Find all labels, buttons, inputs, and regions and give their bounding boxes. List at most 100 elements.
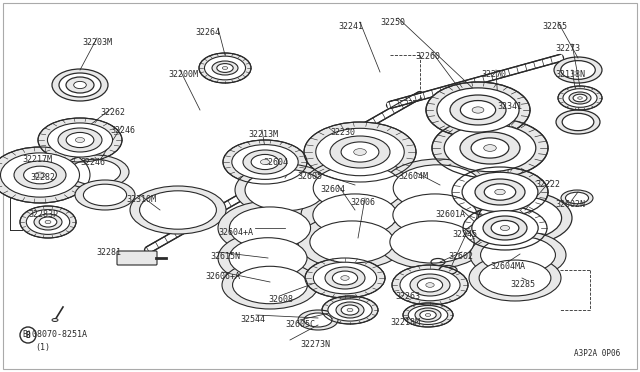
- Ellipse shape: [39, 217, 57, 227]
- Ellipse shape: [415, 308, 441, 322]
- Ellipse shape: [34, 214, 62, 230]
- Text: B: B: [26, 330, 30, 340]
- Ellipse shape: [251, 154, 279, 170]
- Ellipse shape: [437, 88, 519, 132]
- Ellipse shape: [140, 191, 216, 229]
- Text: 32273N: 32273N: [300, 340, 330, 349]
- Ellipse shape: [47, 123, 113, 157]
- Text: 32260: 32260: [415, 52, 440, 61]
- Text: 32213M: 32213M: [248, 130, 278, 139]
- Ellipse shape: [204, 56, 246, 80]
- Ellipse shape: [217, 64, 233, 73]
- Text: 32604+A: 32604+A: [218, 228, 253, 237]
- Text: 32604M: 32604M: [398, 172, 428, 181]
- Ellipse shape: [563, 89, 597, 107]
- Ellipse shape: [578, 97, 582, 99]
- Ellipse shape: [76, 138, 84, 142]
- Ellipse shape: [313, 194, 397, 236]
- Ellipse shape: [322, 296, 378, 324]
- Ellipse shape: [61, 155, 129, 189]
- Ellipse shape: [260, 160, 269, 164]
- Text: (1): (1): [35, 343, 50, 352]
- Ellipse shape: [470, 231, 566, 279]
- Ellipse shape: [495, 189, 505, 195]
- Ellipse shape: [298, 310, 338, 330]
- Ellipse shape: [222, 261, 318, 309]
- Text: 32281: 32281: [96, 248, 121, 257]
- Text: 32200M: 32200M: [168, 70, 198, 79]
- Ellipse shape: [475, 179, 525, 205]
- Ellipse shape: [218, 232, 318, 284]
- Text: 32270: 32270: [481, 70, 506, 79]
- Ellipse shape: [302, 159, 414, 217]
- Ellipse shape: [479, 260, 551, 296]
- Text: 32138N: 32138N: [555, 70, 585, 79]
- Text: A3P2A 0P06: A3P2A 0P06: [573, 349, 620, 358]
- Ellipse shape: [0, 147, 90, 203]
- Ellipse shape: [556, 110, 600, 134]
- Ellipse shape: [462, 172, 538, 212]
- Text: 32604: 32604: [263, 158, 288, 167]
- Ellipse shape: [562, 113, 594, 131]
- Ellipse shape: [14, 161, 66, 189]
- Ellipse shape: [390, 221, 474, 263]
- Ellipse shape: [382, 159, 494, 217]
- Ellipse shape: [558, 86, 602, 110]
- Ellipse shape: [410, 274, 450, 296]
- Ellipse shape: [298, 215, 406, 269]
- Ellipse shape: [316, 128, 404, 176]
- Ellipse shape: [347, 308, 353, 312]
- Ellipse shape: [426, 283, 434, 287]
- Ellipse shape: [222, 67, 228, 70]
- Ellipse shape: [403, 303, 453, 327]
- Ellipse shape: [232, 266, 307, 304]
- Text: 32605C: 32605C: [285, 320, 315, 329]
- Text: 32262: 32262: [100, 108, 125, 117]
- Ellipse shape: [561, 190, 593, 206]
- Ellipse shape: [230, 207, 310, 249]
- Ellipse shape: [304, 313, 332, 327]
- Ellipse shape: [328, 299, 372, 321]
- Text: 32341: 32341: [497, 102, 522, 111]
- Ellipse shape: [472, 211, 538, 246]
- Text: 32246: 32246: [80, 158, 105, 167]
- Ellipse shape: [569, 92, 591, 104]
- Ellipse shape: [432, 118, 548, 178]
- Ellipse shape: [58, 128, 102, 152]
- Ellipse shape: [554, 57, 602, 83]
- Text: 32263: 32263: [395, 292, 420, 301]
- Text: 32273: 32273: [555, 44, 580, 53]
- Ellipse shape: [310, 221, 394, 263]
- Ellipse shape: [223, 140, 307, 184]
- Text: 32608: 32608: [268, 295, 293, 304]
- Ellipse shape: [417, 278, 443, 292]
- Text: 32282: 32282: [30, 173, 55, 182]
- Ellipse shape: [463, 206, 547, 250]
- Ellipse shape: [471, 138, 509, 158]
- Ellipse shape: [24, 166, 56, 184]
- Ellipse shape: [301, 188, 409, 242]
- Text: 32264: 32264: [195, 28, 220, 37]
- Ellipse shape: [212, 61, 238, 75]
- Ellipse shape: [341, 276, 349, 280]
- Text: 32601A: 32601A: [435, 210, 465, 219]
- Ellipse shape: [332, 271, 358, 285]
- Text: 32606: 32606: [350, 198, 375, 207]
- Text: 32615N: 32615N: [210, 252, 240, 261]
- Ellipse shape: [325, 267, 365, 289]
- Ellipse shape: [336, 302, 364, 318]
- Ellipse shape: [26, 209, 70, 234]
- Text: 32250: 32250: [380, 18, 405, 27]
- Ellipse shape: [83, 184, 127, 206]
- Ellipse shape: [130, 186, 226, 234]
- Ellipse shape: [426, 82, 530, 138]
- Text: 32544: 32544: [240, 315, 265, 324]
- Text: 32606+A: 32606+A: [205, 272, 240, 281]
- Ellipse shape: [38, 118, 122, 162]
- Ellipse shape: [304, 122, 416, 182]
- Ellipse shape: [314, 262, 376, 294]
- Ellipse shape: [218, 201, 322, 255]
- Ellipse shape: [481, 236, 556, 274]
- Ellipse shape: [59, 73, 101, 97]
- Ellipse shape: [393, 194, 477, 236]
